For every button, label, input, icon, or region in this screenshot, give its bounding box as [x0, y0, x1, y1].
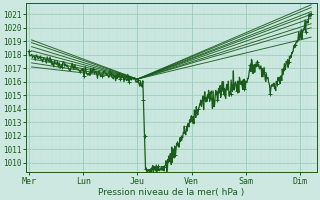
X-axis label: Pression niveau de la mer( hPa ): Pression niveau de la mer( hPa ) [98, 188, 244, 197]
